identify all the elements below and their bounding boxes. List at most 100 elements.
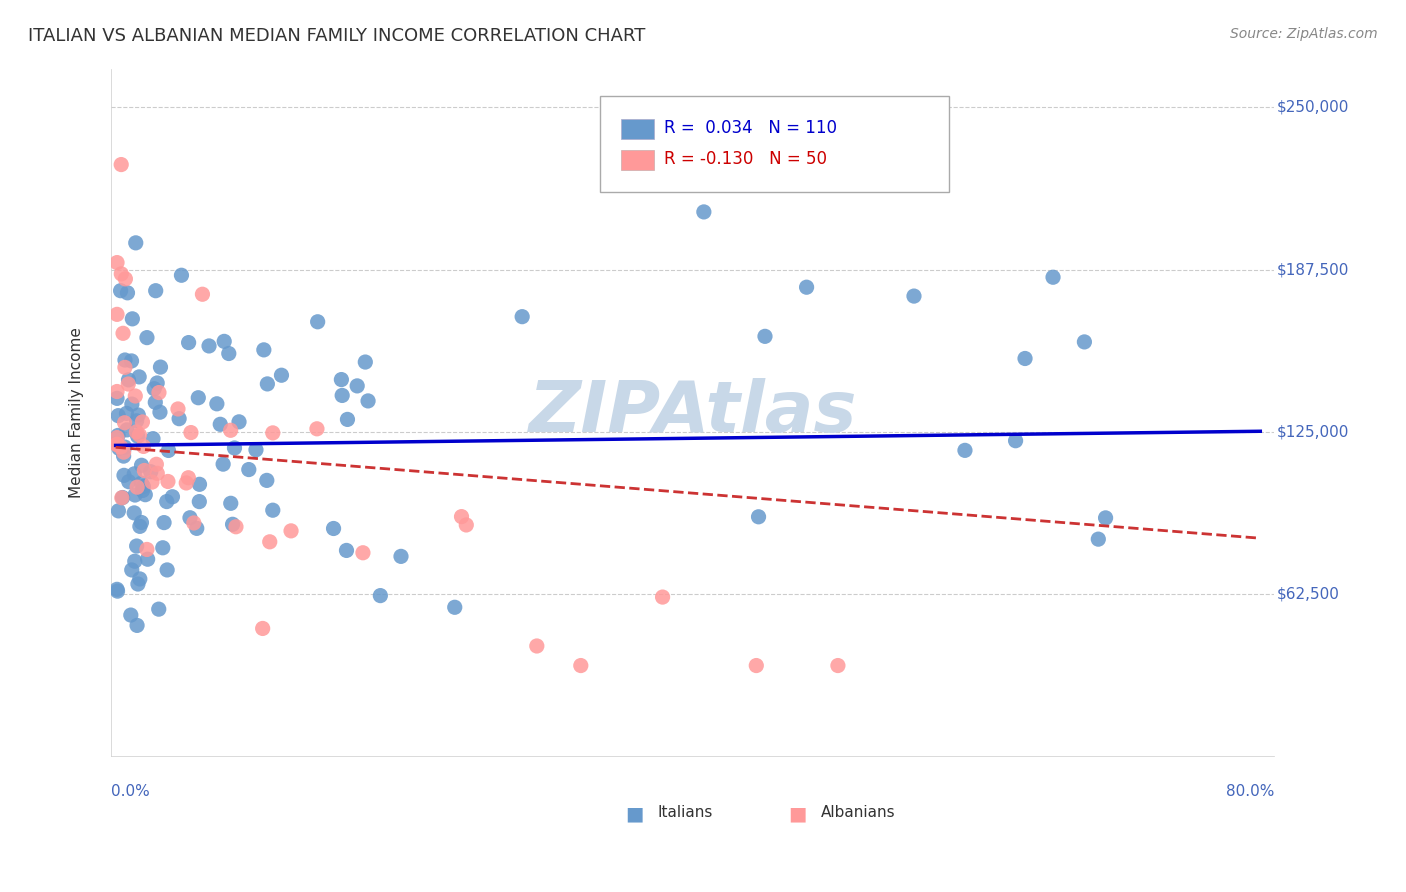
Point — [262, 503, 284, 517]
Point — [107, 409, 129, 423]
Point — [450, 509, 472, 524]
Point — [153, 516, 176, 530]
Point — [134, 488, 156, 502]
Point — [170, 268, 193, 283]
Point — [179, 510, 201, 524]
Point — [1094, 511, 1116, 525]
Point — [127, 408, 149, 422]
Point — [827, 658, 849, 673]
Point — [322, 521, 344, 535]
Point — [112, 449, 135, 463]
Point — [110, 157, 132, 171]
Point — [120, 608, 142, 623]
Point — [186, 521, 208, 535]
Point — [754, 329, 776, 343]
Point — [139, 465, 162, 479]
Point — [105, 437, 128, 451]
Point — [1073, 334, 1095, 349]
Point — [262, 425, 284, 440]
Point — [177, 335, 200, 350]
Point — [152, 541, 174, 555]
Point — [953, 443, 976, 458]
Point — [121, 354, 143, 368]
Point — [114, 272, 136, 286]
Text: ZIPAtlas: ZIPAtlas — [529, 378, 858, 447]
Point — [112, 326, 135, 341]
Point — [108, 442, 131, 456]
Point — [112, 468, 135, 483]
Point — [174, 475, 197, 490]
Point — [114, 416, 136, 430]
Point — [180, 425, 202, 440]
Text: ITALIAN VS ALBANIAN MEDIAN FAMILY INCOME CORRELATION CHART: ITALIAN VS ALBANIAN MEDIAN FAMILY INCOME… — [28, 27, 645, 45]
Text: 0.0%: 0.0% — [111, 784, 150, 799]
Point — [127, 577, 149, 591]
FancyBboxPatch shape — [621, 119, 654, 138]
Point — [221, 517, 243, 532]
Point — [1087, 532, 1109, 546]
Point — [903, 289, 925, 303]
Point — [115, 406, 138, 420]
Point — [259, 534, 281, 549]
Point — [110, 284, 132, 298]
Point — [245, 442, 267, 457]
Point — [128, 428, 150, 442]
Point — [125, 618, 148, 632]
Point — [149, 360, 172, 375]
Point — [134, 463, 156, 477]
Point — [253, 343, 276, 357]
Point — [117, 377, 139, 392]
Point — [156, 494, 179, 508]
Point — [188, 477, 211, 491]
Point — [188, 494, 211, 508]
Point — [745, 658, 768, 673]
Point — [142, 432, 165, 446]
Point — [212, 334, 235, 349]
Point — [443, 600, 465, 615]
Point — [167, 401, 190, 416]
Point — [510, 310, 533, 324]
Point — [346, 379, 368, 393]
Point — [107, 504, 129, 518]
Point — [146, 467, 169, 481]
Text: R =  0.034   N = 110: R = 0.034 N = 110 — [664, 120, 837, 137]
Point — [307, 315, 329, 329]
Point — [212, 457, 235, 471]
Point — [131, 516, 153, 530]
Point — [107, 584, 129, 599]
Point — [117, 373, 139, 387]
Point — [218, 346, 240, 360]
Point — [156, 475, 179, 489]
Text: 80.0%: 80.0% — [1226, 784, 1274, 799]
Point — [352, 546, 374, 560]
Point — [205, 397, 228, 411]
Text: ■: ■ — [789, 805, 807, 823]
Point — [114, 353, 136, 368]
Point — [131, 483, 153, 498]
Point — [157, 443, 180, 458]
Point — [124, 467, 146, 481]
Point — [121, 563, 143, 577]
Point — [1004, 434, 1026, 448]
Point — [796, 280, 818, 294]
Point — [224, 441, 246, 455]
Point — [132, 479, 155, 493]
Point — [110, 267, 132, 281]
Point — [305, 422, 328, 436]
Point — [256, 376, 278, 391]
Text: R = -0.130   N = 50: R = -0.130 N = 50 — [664, 151, 827, 169]
Point — [148, 602, 170, 616]
Point — [111, 491, 134, 505]
Point — [148, 385, 170, 400]
Point — [111, 491, 134, 505]
Point — [131, 476, 153, 491]
Point — [125, 235, 148, 250]
Point — [131, 415, 153, 429]
Point — [105, 307, 128, 321]
Point — [335, 543, 357, 558]
Point — [183, 516, 205, 530]
Point — [149, 405, 172, 419]
Point — [225, 520, 247, 534]
Point — [209, 417, 232, 432]
Point — [330, 373, 353, 387]
